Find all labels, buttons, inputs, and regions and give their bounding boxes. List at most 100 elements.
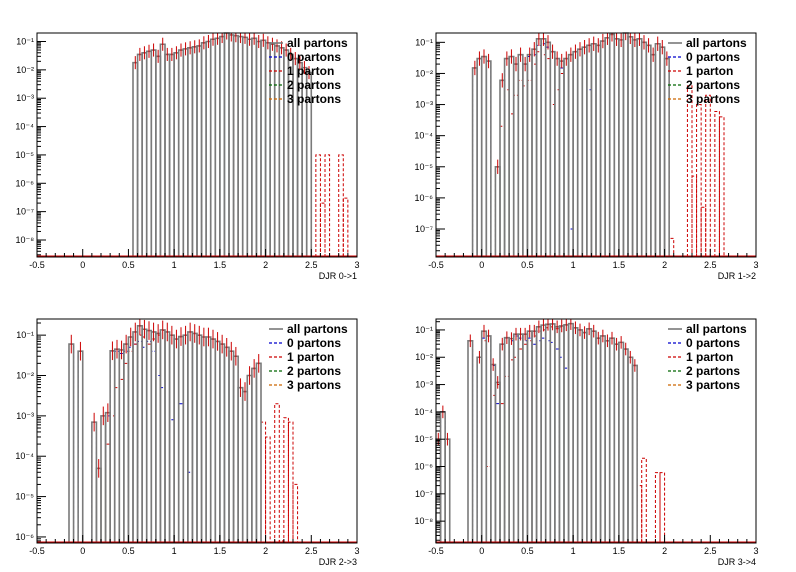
x-tick-label: 3 xyxy=(354,260,359,270)
legend-label-p2: 2 partons xyxy=(686,78,740,92)
bin-bar xyxy=(283,417,289,543)
bin-bar xyxy=(292,483,299,543)
bin-bar xyxy=(636,485,643,543)
x-tick-label: 1.5 xyxy=(613,260,626,270)
legend-label-all: all partons xyxy=(287,36,348,50)
bin-bar xyxy=(663,57,670,257)
y-tick-label: 10⁻¹ xyxy=(16,37,34,47)
plot-frame xyxy=(36,32,358,258)
x-tick-label: 1 xyxy=(571,260,576,270)
bin-bar xyxy=(696,104,702,257)
y-tick-label: 10⁻⁷ xyxy=(16,207,34,217)
y-tick-label: 10⁻⁶ xyxy=(16,532,35,542)
y-tick-label: 10⁻² xyxy=(415,352,433,362)
legend-label-p1: 1 parton xyxy=(686,350,733,364)
x-tick-label: -0.5 xyxy=(29,546,45,556)
series-all xyxy=(132,32,313,257)
y-tick-label: 10⁻⁴ xyxy=(414,407,433,417)
y-tick-label: 10⁻⁷ xyxy=(415,224,433,234)
series-p0 xyxy=(132,43,175,257)
legend-label-all: all partons xyxy=(287,322,348,336)
series-all xyxy=(471,32,670,257)
x-tick-label: 3 xyxy=(753,546,758,556)
x-tick-label: 0.5 xyxy=(122,546,135,556)
x-tick-label: -0.5 xyxy=(29,260,45,270)
x-axis-title: DJR 0->1 xyxy=(319,271,357,281)
y-tick-label: 10⁻⁸ xyxy=(414,516,433,526)
legend-label-p0: 0 partons xyxy=(287,50,341,64)
x-tick-label: 1 xyxy=(172,260,177,270)
legend-label-all: all partons xyxy=(686,322,747,336)
legend-label-p0: 0 partons xyxy=(686,50,740,64)
x-tick-label: 1 xyxy=(571,546,576,556)
legend-label-p2: 2 partons xyxy=(287,364,341,378)
legend-label-p3: 3 partons xyxy=(686,378,740,392)
x-tick-label: 0 xyxy=(479,260,484,270)
y-tick-label: 10⁻⁴ xyxy=(15,122,34,132)
y-tick-label: 10⁻³ xyxy=(16,93,34,103)
bin-bar xyxy=(485,60,492,257)
x-tick-label: 0.5 xyxy=(521,546,534,556)
y-tick-label: 10⁻⁴ xyxy=(414,131,433,141)
x-tick-label: 2.5 xyxy=(305,546,318,556)
y-tick-label: 10⁻⁶ xyxy=(16,178,35,188)
x-tick-label: 1.5 xyxy=(613,546,626,556)
bin-bar xyxy=(265,436,271,543)
x-tick-label: -0.5 xyxy=(428,260,444,270)
bin-bar xyxy=(467,339,474,543)
x-tick-label: 0 xyxy=(80,546,85,556)
y-tick-label: 10⁻³ xyxy=(415,380,433,390)
y-tick-label: 10⁻⁵ xyxy=(415,162,434,172)
bin-bar xyxy=(315,154,321,257)
y-tick-label: 10⁻⁵ xyxy=(415,434,434,444)
y-tick-label: 10⁻² xyxy=(16,65,34,75)
x-tick-label: 0.5 xyxy=(521,260,534,270)
y-tick-label: 10⁻² xyxy=(16,371,34,381)
bin-bar xyxy=(319,202,326,257)
bin-bar xyxy=(68,343,75,543)
y-tick-label: 10⁻⁴ xyxy=(15,451,34,461)
x-tick-label: 2 xyxy=(263,546,268,556)
legend-label-p3: 3 partons xyxy=(287,92,341,106)
x-axis-title: DJR 2->3 xyxy=(319,557,357,567)
bin-bar xyxy=(631,364,638,543)
chart-pad-1: -0.5 0 0.5 1 1.5 2 2.5 3 10⁻⁸ 10⁻⁷ 10⁻⁶ 10⁻⁵ 10⁻⁴ 10⁻… xyxy=(15,32,360,281)
bin-bar xyxy=(668,237,675,257)
x-tick-label: 2.5 xyxy=(704,546,717,556)
bin-bar xyxy=(324,154,331,257)
y-tick-label: 10⁻⁵ xyxy=(16,492,35,502)
bin-bar xyxy=(178,403,184,543)
x-axis-title: DJR 3->4 xyxy=(718,557,756,567)
legend-label-p0: 0 partons xyxy=(686,336,740,350)
bin-bar xyxy=(686,85,693,257)
plot-frame xyxy=(36,318,358,544)
y-tick-label: 10⁻⁶ xyxy=(415,462,434,472)
x-tick-label: 3 xyxy=(354,546,359,556)
bin-bar xyxy=(444,438,451,543)
series-all xyxy=(68,319,262,543)
x-tick-label: 1.5 xyxy=(214,260,227,270)
x-tick-label: -0.5 xyxy=(428,546,444,556)
bin-bar xyxy=(274,403,280,543)
x-tick-label: 2 xyxy=(263,260,268,270)
legend-label-all: all partons xyxy=(686,36,747,50)
bin-bar xyxy=(287,421,294,543)
bin-bar xyxy=(494,403,501,543)
bin-bar xyxy=(77,350,84,543)
legend-label-p3: 3 partons xyxy=(686,92,740,106)
bin-bar xyxy=(123,362,129,543)
bin-bar xyxy=(700,206,707,257)
y-tick-label: 10⁻¹ xyxy=(415,37,433,47)
x-tick-label: 2.5 xyxy=(704,260,717,270)
x-axis-title: DJR 1->2 xyxy=(718,271,756,281)
bin-bar xyxy=(654,472,661,543)
legend-label-p1: 1 parton xyxy=(287,64,334,78)
y-tick-label: 10⁻² xyxy=(415,68,433,78)
legend-label-p1: 1 parton xyxy=(686,64,733,78)
legend-label-p0: 0 partons xyxy=(287,336,341,350)
x-tick-label: 0 xyxy=(80,260,85,270)
y-tick-label: 10⁻¹ xyxy=(415,325,433,335)
